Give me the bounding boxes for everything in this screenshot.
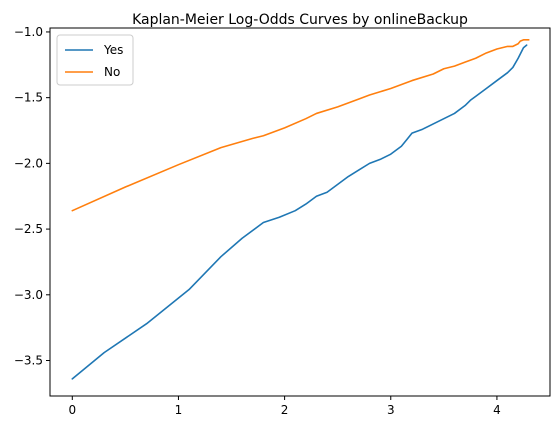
y-axis: −3.5 −3.0 −2.5 −2.0 −1.5 −1.0 [14, 25, 50, 368]
x-axis: 0 1 2 3 4 [68, 396, 501, 417]
y-tick-label: −2.0 [14, 156, 43, 170]
axes-frame [49, 27, 551, 397]
series-line-no [71, 39, 530, 212]
y-tick-label: −1.5 [14, 91, 43, 105]
plot-area [71, 39, 530, 380]
x-tick-label: 4 [493, 403, 501, 417]
x-tick-label: 0 [68, 403, 76, 417]
y-tick-label: −1.0 [14, 25, 43, 39]
y-tick-label: −3.0 [14, 288, 43, 302]
series-line-yes [71, 44, 528, 380]
legend-label-yes: Yes [103, 43, 123, 57]
y-tick-label: −2.5 [14, 222, 43, 236]
y-tick-label: −3.5 [14, 354, 43, 368]
x-tick-label: 1 [175, 403, 183, 417]
legend-label-no: No [104, 65, 120, 79]
x-tick-label: 3 [387, 403, 395, 417]
chart-title: Kaplan-Meier Log-Odds Curves by onlineBa… [132, 12, 468, 28]
x-tick-label: 2 [281, 403, 289, 417]
legend: Yes No [56, 34, 134, 86]
